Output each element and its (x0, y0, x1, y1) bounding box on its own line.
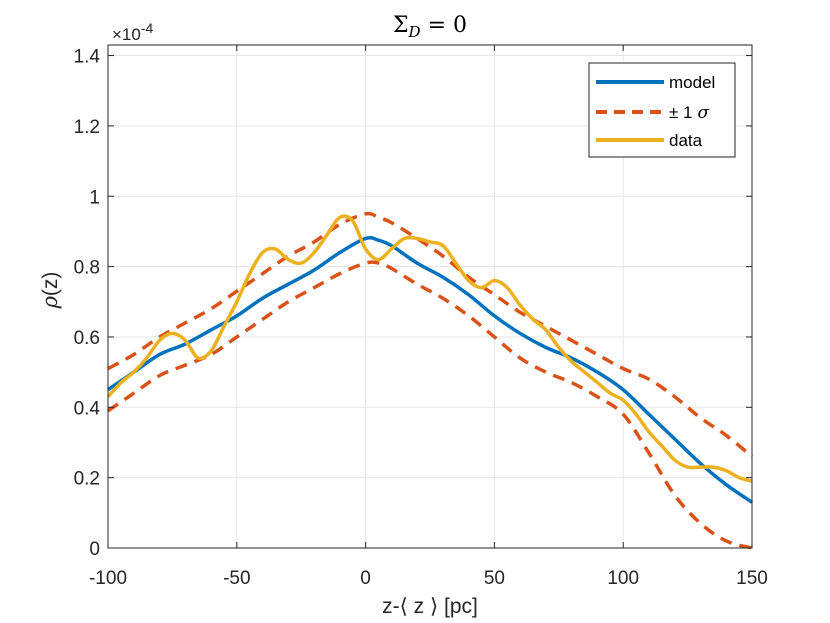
x-axis-label: z-⟨ z ⟩ [pc] (382, 595, 478, 618)
series-line-data (106, 214, 753, 483)
title-rest: = 0 (421, 13, 467, 38)
x-tick-label: 150 (736, 568, 768, 589)
y-axis-label: ρ(z) (38, 272, 62, 310)
y-tick-label: 1.2 (74, 117, 100, 138)
y-tick-label: 0.2 (74, 469, 100, 490)
y-tick-label: 0.8 (74, 258, 100, 279)
x-tick-label: 0 (360, 568, 371, 589)
y-tick-label: 0.6 (74, 328, 100, 349)
series-layer (106, 211, 754, 550)
y-label-rho: ρ (38, 295, 62, 309)
y-tick-label: 0.4 (74, 398, 101, 419)
title-sigma: Σ (393, 13, 409, 38)
x-tick-label: 100 (607, 568, 639, 589)
y-label-rest: (z) (39, 272, 62, 297)
legend: model ± 1 σ data (588, 62, 736, 158)
x-tick-label: 50 (484, 568, 505, 589)
chart-title: ΣD = 0 (393, 13, 467, 41)
y-tick-label: 1.4 (74, 47, 101, 68)
legend-label-data: data (669, 131, 703, 150)
legend-sigma-symbol: σ (698, 103, 710, 123)
series-line-sigma-lower (107, 260, 753, 550)
y-exponent-power: -4 (141, 20, 154, 36)
x-tick-label: -50 (223, 568, 250, 589)
y-exponent-base: ×10 (112, 25, 141, 44)
legend-label-sigma: ± 1 σ (669, 103, 710, 123)
y-tick-labels: 0 0.2 0.4 0.6 0.8 1 1.2 1.4 (74, 47, 101, 560)
series-line-sigma-upper (107, 211, 754, 458)
y-tick-label: 0 (89, 539, 100, 560)
legend-label-model: model (669, 73, 715, 92)
title-subscript: D (408, 23, 421, 41)
series-line-model (107, 235, 753, 504)
y-tick-label: 1 (89, 187, 100, 208)
x-tick-labels: -100 -50 0 50 100 150 (89, 568, 768, 589)
legend-sigma-prefix: ± 1 (669, 103, 693, 122)
plot-frame (107, 44, 753, 549)
y-exponent: ×10-4 (112, 20, 154, 44)
axes (107, 44, 753, 549)
x-tick-label: -100 (89, 568, 127, 589)
